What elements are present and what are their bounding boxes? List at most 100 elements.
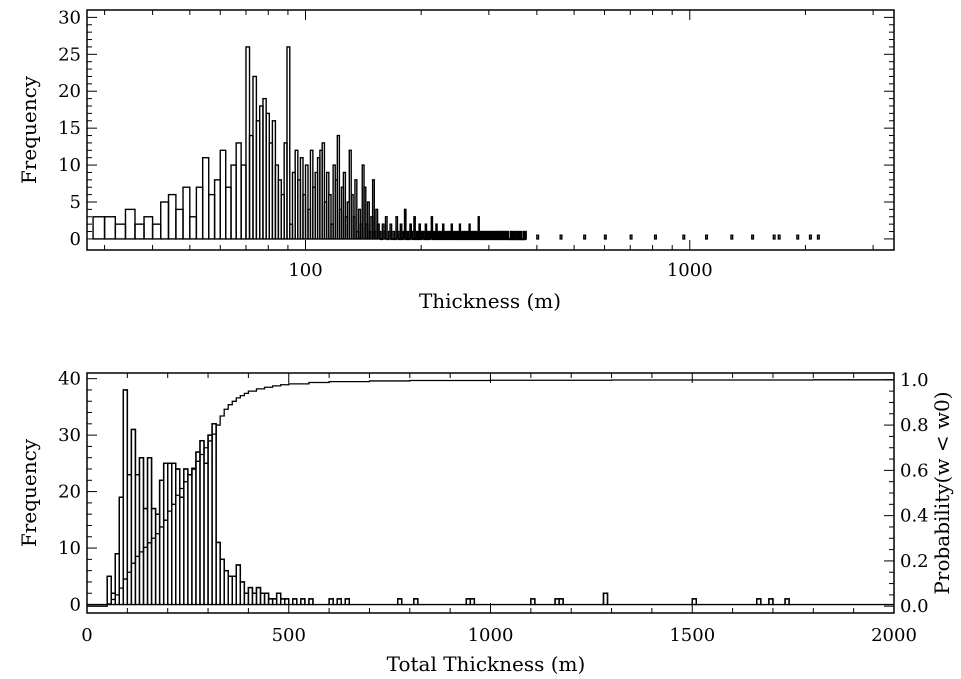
top-histogram-bar-sparse bbox=[816, 234, 820, 240]
bottom-x-tick-label: 500 bbox=[272, 625, 306, 646]
top-histogram-bar bbox=[475, 230, 479, 240]
top-histogram-bar-sparse bbox=[682, 234, 686, 240]
top-histogram-bar-sparse bbox=[629, 234, 633, 240]
top-histogram-bar bbox=[406, 230, 410, 240]
bottom-histogram-bars bbox=[87, 389, 894, 606]
top-histogram-bar bbox=[427, 230, 430, 240]
top-histogram-bar bbox=[392, 230, 396, 240]
top-histogram-bar bbox=[496, 230, 499, 240]
top-histogram-bar-sparse bbox=[536, 234, 540, 240]
top-x-tick-label: 100 bbox=[288, 260, 322, 281]
top-histogram-bar-sparse bbox=[730, 234, 734, 240]
top-histogram-bar bbox=[435, 223, 438, 240]
top-histogram-bar bbox=[439, 230, 443, 240]
top-histogram-bar bbox=[195, 186, 204, 240]
top-histogram-bar bbox=[124, 208, 136, 240]
top-histogram-bar bbox=[454, 230, 458, 240]
top-y-tick-label: 5 bbox=[70, 192, 81, 213]
top-histogram-bar bbox=[489, 230, 492, 240]
bottom-y-tick-label: 10 bbox=[58, 538, 81, 559]
bottom-y-right-tick-label: 1.0 bbox=[900, 370, 929, 391]
top-histogram-bar bbox=[396, 230, 400, 240]
top-histogram-bar bbox=[515, 230, 518, 240]
top-histogram-bar bbox=[511, 230, 514, 240]
top-histogram-bar bbox=[403, 208, 407, 240]
bottom-y-tick-label: 40 bbox=[58, 369, 81, 390]
top-histogram-bar-sparse bbox=[751, 234, 755, 240]
top-histogram-bar bbox=[450, 223, 454, 240]
top-histogram-bar bbox=[452, 230, 456, 240]
top-histogram-bar bbox=[418, 223, 422, 240]
top-histogram-bar bbox=[151, 223, 162, 240]
top-histogram-bar bbox=[201, 156, 210, 240]
top-histogram-bar bbox=[482, 230, 486, 240]
top-histogram-bar bbox=[167, 193, 177, 240]
top-histogram-bar bbox=[448, 230, 451, 240]
top-y-axis-label: Frequency bbox=[17, 75, 41, 184]
top-histogram-bar bbox=[462, 230, 466, 240]
top-histogram-bar bbox=[522, 230, 525, 240]
top-histogram-bar bbox=[235, 142, 242, 240]
top-histogram-bar-sparse bbox=[772, 234, 776, 240]
top-histogram-bar bbox=[189, 216, 198, 240]
top-y-tick-label: 10 bbox=[58, 155, 81, 176]
bottom-y-tick-label: 30 bbox=[58, 425, 81, 446]
top-histogram-bar bbox=[219, 149, 227, 240]
top-histogram-bar bbox=[208, 193, 216, 240]
bottom-y-axis-left: 0 10 20 30 40 bbox=[58, 369, 97, 616]
top-histogram-bars bbox=[92, 46, 820, 241]
top-histogram-bar bbox=[472, 230, 475, 240]
top-y-tick-label: 0 bbox=[70, 229, 81, 250]
top-histogram-bar bbox=[513, 230, 516, 240]
top-histogram-bar bbox=[524, 230, 527, 240]
top-histogram-bar bbox=[506, 230, 510, 240]
top-histogram-bar bbox=[363, 186, 367, 240]
bottom-y-right-tick-label: 0.0 bbox=[900, 596, 929, 617]
top-histogram-bar bbox=[497, 230, 501, 240]
top-histogram-bar bbox=[328, 193, 332, 240]
top-histogram-bar bbox=[468, 223, 471, 240]
top-x-axis: 100 1000 bbox=[104, 10, 874, 281]
top-histogram-bar-sparse bbox=[704, 234, 709, 240]
top-histogram-bar bbox=[492, 230, 496, 240]
top-histogram-bar bbox=[413, 216, 416, 240]
top-histogram-bar bbox=[415, 230, 419, 240]
bottom-y-right-tick-label: 0.4 bbox=[900, 506, 929, 527]
top-histogram-bar bbox=[371, 179, 375, 240]
top-histogram-bar bbox=[103, 216, 117, 240]
top-histogram-bar bbox=[456, 230, 460, 240]
top-histogram-bar bbox=[432, 230, 436, 240]
top-histogram-bar bbox=[410, 230, 414, 240]
top-histogram-bar-sparse bbox=[603, 234, 607, 240]
top-histogram-bar bbox=[114, 223, 127, 240]
top-histogram-bar bbox=[230, 164, 237, 240]
bottom-x-tick-label: 1500 bbox=[669, 625, 715, 646]
top-histogram-bar bbox=[481, 230, 484, 240]
top-histogram-bar bbox=[321, 142, 326, 240]
top-x-axis-label: Thickness (m) bbox=[419, 289, 561, 313]
bottom-y-tick-label: 20 bbox=[58, 482, 81, 503]
top-y-tick-label: 30 bbox=[58, 7, 81, 28]
top-histogram-bar bbox=[424, 223, 428, 240]
top-histogram-bar bbox=[444, 230, 447, 240]
top-histogram-bar bbox=[225, 186, 232, 240]
top-histogram-bar bbox=[336, 134, 341, 240]
top-histogram-bar bbox=[342, 171, 347, 240]
top-histogram-bar bbox=[213, 179, 221, 240]
bottom-x-tick-label: 1000 bbox=[468, 625, 514, 646]
bottom-y-right-tick-label: 0.2 bbox=[900, 551, 929, 572]
top-histogram-bar bbox=[175, 208, 184, 240]
top-histogram-bar bbox=[499, 230, 502, 240]
top-histogram-bar bbox=[494, 230, 497, 240]
top-histogram-bar bbox=[143, 216, 154, 240]
cumulative-probability-line bbox=[87, 379, 894, 607]
top-plot-frame bbox=[86, 9, 895, 251]
top-histogram-bar bbox=[399, 223, 403, 240]
top-histogram-bar bbox=[519, 230, 523, 240]
bottom-y-right-tick-label: 0.8 bbox=[900, 415, 929, 436]
top-histogram-bar bbox=[470, 230, 473, 240]
top-x-tick-label: 1000 bbox=[667, 260, 713, 281]
top-histogram-bar bbox=[477, 216, 480, 240]
top-histogram-bar-sparse bbox=[653, 234, 657, 240]
top-histogram-bar bbox=[473, 230, 477, 240]
